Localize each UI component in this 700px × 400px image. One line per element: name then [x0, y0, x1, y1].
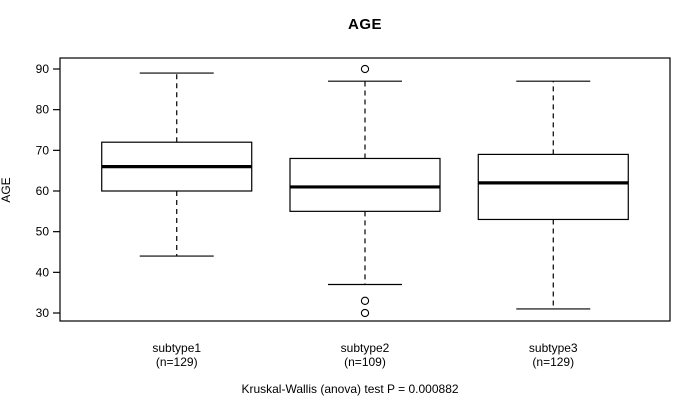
x-axis-label-subtype2: subtype2	[341, 341, 390, 355]
y-axis-title: AGE	[0, 177, 13, 203]
x-axis-label-subtype3: subtype3	[529, 341, 578, 355]
y-tick-label: 70	[36, 143, 50, 157]
y-tick-label: 80	[36, 103, 50, 117]
y-tick-label: 40	[36, 265, 50, 279]
plot-frame	[59, 57, 671, 322]
boxplot-group-subtype3-box	[477, 153, 629, 221]
boxplot-group-subtype2-outlier-point	[360, 64, 370, 74]
chart-title: AGE	[347, 16, 382, 33]
y-tick-label: 30	[36, 306, 50, 320]
boxplot-group-subtype2-outlier-point	[360, 308, 370, 318]
boxplot-group-subtype2-outlier-point	[360, 296, 370, 305]
y-tick-label: 60	[36, 184, 50, 198]
x-axis-sublabel-subtype1: (n=129)	[156, 355, 198, 369]
x-axis-sublabel-subtype2: (n=109)	[344, 355, 386, 369]
boxplot-group-subtype2-box	[289, 157, 441, 212]
y-tick-label: 90	[36, 62, 50, 76]
stat-test-caption: Kruskal-Wallis (anova) test P = 0.000882	[241, 382, 459, 396]
x-axis-label-subtype1: subtype1	[152, 341, 201, 355]
y-tick-label: 50	[36, 225, 50, 239]
x-axis-sublabel-subtype3: (n=129)	[532, 355, 574, 369]
